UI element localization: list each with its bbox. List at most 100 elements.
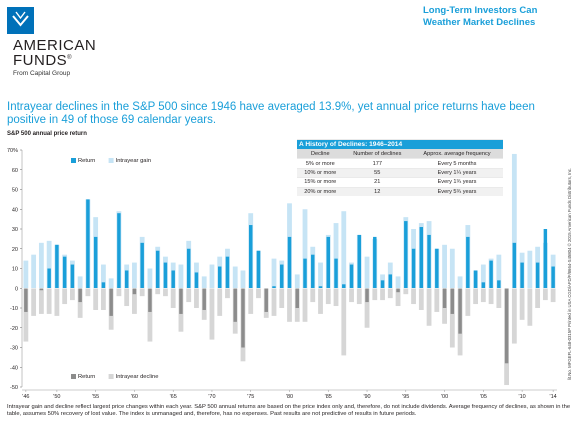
- intrayear-decline-bar: [411, 288, 416, 305]
- return-bar: [163, 262, 168, 289]
- return-bar: [249, 225, 253, 289]
- intrayear-gain-bar: [108, 278, 114, 289]
- return-bar: [349, 264, 354, 289]
- intrayear-decline-bar: [186, 288, 192, 303]
- legal-sidebar: lit.No. MFGEFL-648-0315P Printed in USA …: [561, 168, 573, 385]
- intrayear-decline-bar: [116, 288, 122, 297]
- table-cell: 15% or more: [297, 177, 344, 187]
- intrayear-gain-bar: [31, 254, 37, 289]
- intrayear-decline-bar: [46, 288, 52, 314]
- return-bar: [264, 288, 268, 312]
- intrayear-gain-bar: [364, 256, 370, 289]
- return-bar: [489, 260, 493, 289]
- intrayear-decline-bar: [23, 288, 29, 342]
- x-tick-label: '05: [480, 394, 487, 400]
- intrayear-decline-bar: [93, 288, 99, 310]
- legend-lower-swatch: [108, 374, 114, 379]
- return-bar: [78, 288, 82, 303]
- intrayear-decline-bar: [341, 288, 347, 356]
- return-bar: [404, 221, 408, 289]
- y-tick-label: 0: [15, 286, 18, 292]
- intrayear-decline-bar: [38, 288, 44, 314]
- intrayear-decline-bar: [380, 288, 385, 301]
- intrayear-gain-bar: [240, 270, 246, 289]
- x-tick-label: '46: [22, 394, 29, 400]
- return-bar: [466, 236, 470, 289]
- intrayear-decline-bar: [279, 288, 285, 308]
- return-bar: [442, 288, 447, 308]
- return-bar: [334, 258, 338, 289]
- legend-upper-label: Return: [78, 158, 95, 164]
- intrayear-gain-bar: [46, 240, 52, 289]
- table-cell: Every 5 months: [411, 158, 503, 169]
- y-tick-label: 60: [12, 168, 18, 174]
- intrayear-decline-bar: [124, 288, 130, 307]
- return-bar: [179, 288, 183, 314]
- return-bar: [303, 258, 307, 289]
- return-bar: [326, 236, 330, 289]
- intrayear-decline-bar: [418, 288, 424, 310]
- x-tick-label: '14: [550, 394, 557, 400]
- return-bar: [132, 288, 137, 295]
- table-header: Approx. average frequency: [411, 149, 503, 159]
- y-tick-label: -40: [10, 365, 18, 371]
- intrayear-decline-bar: [488, 288, 494, 305]
- legend-upper-swatch: [71, 158, 76, 163]
- return-bar: [473, 270, 478, 289]
- return-bar: [124, 270, 129, 289]
- intrayear-decline-bar: [318, 288, 323, 314]
- brand-line2: FUNDS®: [13, 52, 72, 69]
- intrayear-decline-bar: [163, 288, 168, 297]
- intrayear-decline-bar: [85, 288, 91, 297]
- return-bar: [357, 234, 362, 289]
- intrayear-decline-bar: [256, 288, 261, 299]
- intrayear-gain-bar: [23, 260, 29, 289]
- table-cell: Every 1¼ years: [411, 167, 503, 178]
- return-bar: [117, 213, 121, 289]
- brand-line1: AMERICAN: [13, 37, 97, 54]
- intrayear-gain-bar: [201, 276, 207, 289]
- intrayear-gain-bar: [341, 211, 347, 289]
- return-bar: [140, 242, 144, 289]
- return-bar: [450, 288, 455, 314]
- return-bar: [318, 286, 323, 289]
- intrayear-gain-bar: [178, 264, 184, 289]
- intrayear-decline-bar: [132, 288, 137, 314]
- table-row: 5% or more 177 Every 5 months: [297, 158, 503, 169]
- intrayear-gain-bar: [527, 250, 533, 289]
- intrayear-decline-bar: [271, 288, 277, 316]
- brand-tagline: From Capital Group: [13, 70, 71, 77]
- return-bar: [287, 236, 292, 289]
- brand-funds: FUNDS: [13, 52, 68, 69]
- return-bar: [295, 288, 299, 308]
- return-bar: [388, 274, 393, 289]
- legend-upper-swatch: [108, 158, 114, 163]
- intrayear-gain-bar: [333, 223, 339, 289]
- x-tick-label: '65: [170, 394, 177, 400]
- intrayear-decline-bar: [209, 288, 215, 340]
- y-tick-label: 30: [12, 227, 18, 233]
- x-tick-label: '95: [402, 394, 409, 400]
- intrayear-decline-bar: [473, 288, 478, 305]
- intrayear-decline-bar: [225, 288, 230, 299]
- y-tick-label: 50: [12, 188, 18, 194]
- intrayear-decline-bar: [248, 288, 254, 314]
- return-bar: [186, 248, 191, 289]
- table-header: Decline: [297, 149, 344, 159]
- y-tick-label: -50: [10, 385, 18, 391]
- intrayear-gain-bar: [496, 254, 502, 289]
- intrayear-decline-bar: [387, 288, 393, 299]
- headline: Intrayear declines in the S&P 500 since …: [7, 101, 535, 126]
- logo-mark-icon: [7, 7, 34, 34]
- return-bar: [233, 288, 237, 322]
- intrayear-decline-bar: [77, 288, 83, 318]
- registered-mark: ®: [67, 55, 73, 61]
- table-cell: 20% or more: [297, 186, 344, 196]
- intrayear-gain-bar: [38, 242, 44, 289]
- return-bar: [171, 270, 175, 289]
- return-bar: [225, 256, 230, 289]
- intrayear-gain-bar: [209, 264, 215, 289]
- return-bar: [62, 256, 67, 289]
- intrayear-decline-bar: [287, 288, 292, 322]
- intrayear-decline-bar: [349, 288, 354, 303]
